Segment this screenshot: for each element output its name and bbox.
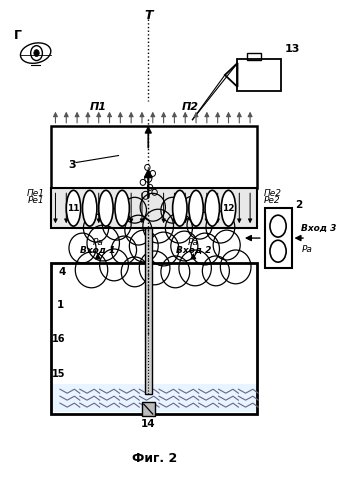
Text: Вход 1: Вход 1 bbox=[80, 246, 116, 254]
Ellipse shape bbox=[189, 190, 203, 226]
Bar bbox=[51, 188, 257, 228]
Text: 11: 11 bbox=[67, 204, 80, 212]
Text: 4: 4 bbox=[59, 267, 66, 277]
Text: 3: 3 bbox=[68, 160, 76, 170]
Text: Ра: Ра bbox=[92, 238, 103, 246]
Text: 14: 14 bbox=[141, 419, 156, 429]
Bar bbox=[51, 126, 257, 188]
Text: Пе1: Пе1 bbox=[27, 189, 45, 198]
Text: Пе2: Пе2 bbox=[264, 189, 282, 198]
Text: Вход 3: Вход 3 bbox=[301, 224, 337, 232]
Text: 15: 15 bbox=[52, 370, 66, 380]
Text: 16: 16 bbox=[52, 334, 66, 344]
Text: 12: 12 bbox=[222, 204, 235, 212]
Ellipse shape bbox=[66, 190, 81, 226]
Text: 13: 13 bbox=[285, 44, 300, 54]
Text: Ре2: Ре2 bbox=[264, 196, 280, 205]
Bar bbox=[264, 208, 292, 268]
Bar bbox=[238, 59, 281, 91]
Text: П2: П2 bbox=[182, 102, 199, 112]
Ellipse shape bbox=[205, 190, 219, 226]
Ellipse shape bbox=[221, 190, 236, 226]
Text: Г: Г bbox=[14, 28, 22, 42]
Text: Ра: Ра bbox=[188, 238, 199, 246]
Text: Фиг. 2: Фиг. 2 bbox=[132, 452, 177, 466]
Bar bbox=[246, 53, 261, 60]
Text: Ра: Ра bbox=[301, 246, 312, 254]
Ellipse shape bbox=[115, 190, 129, 226]
Bar bbox=[53, 384, 256, 412]
Text: П1: П1 bbox=[90, 102, 107, 112]
Bar bbox=[142, 402, 155, 416]
Ellipse shape bbox=[82, 190, 97, 226]
Text: 2: 2 bbox=[295, 200, 302, 210]
Bar bbox=[145, 228, 152, 394]
Bar bbox=[51, 263, 257, 414]
Ellipse shape bbox=[99, 190, 113, 226]
Text: Вход 2: Вход 2 bbox=[176, 246, 211, 254]
Ellipse shape bbox=[173, 190, 187, 226]
Text: Т: Т bbox=[144, 9, 153, 22]
Text: 1: 1 bbox=[57, 300, 64, 310]
Text: Ре1: Ре1 bbox=[28, 196, 45, 205]
Ellipse shape bbox=[34, 50, 39, 56]
